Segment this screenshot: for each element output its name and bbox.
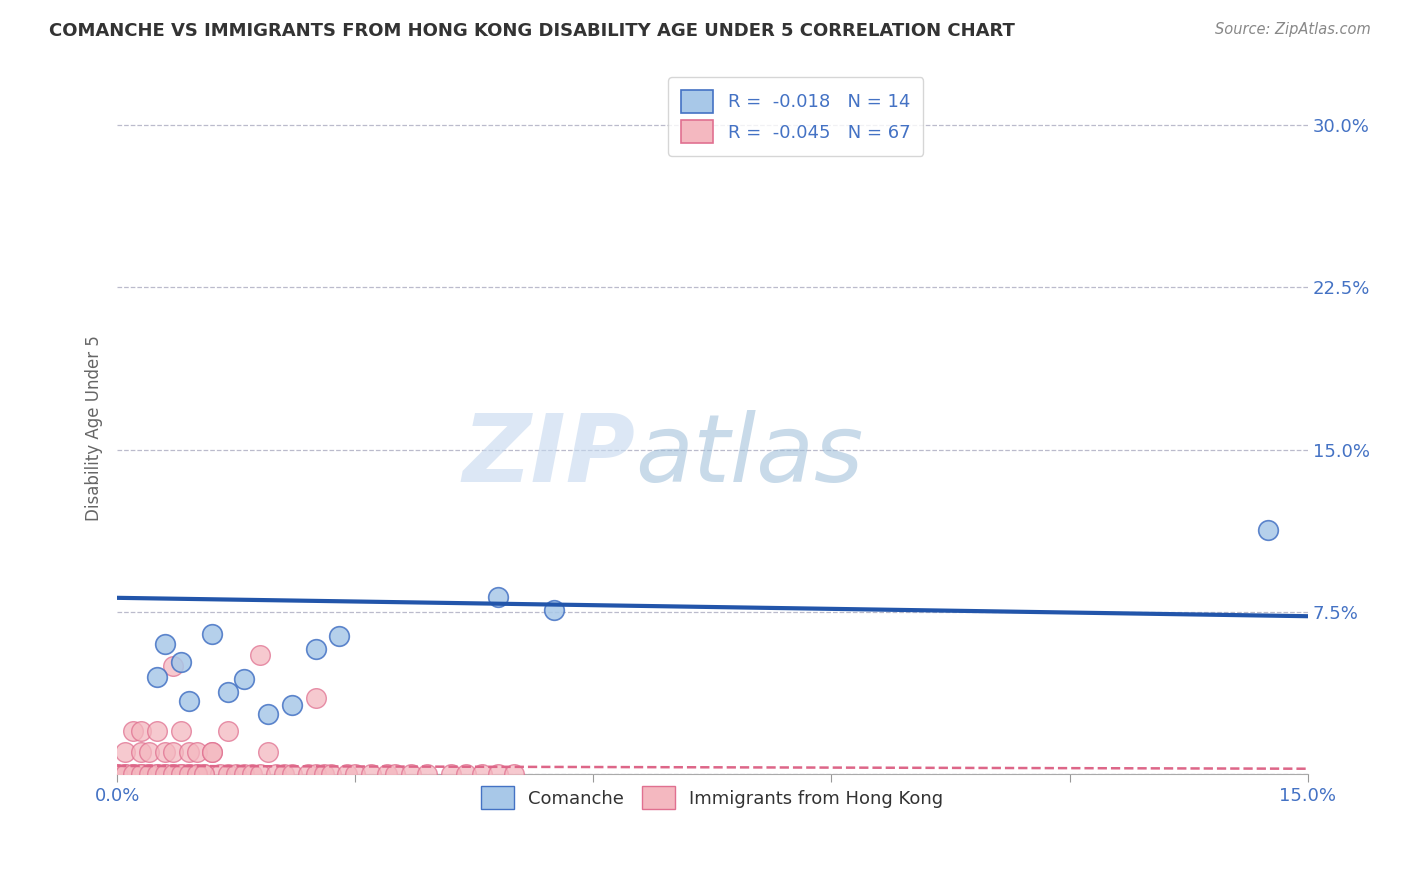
Point bbox=[138, 767, 160, 781]
Point bbox=[122, 767, 145, 781]
Point bbox=[153, 746, 176, 760]
Point bbox=[209, 767, 232, 781]
Point bbox=[170, 767, 193, 781]
Point bbox=[384, 767, 406, 781]
Point bbox=[162, 767, 184, 781]
Text: ZIP: ZIP bbox=[463, 409, 636, 501]
Point bbox=[129, 767, 152, 781]
Point bbox=[304, 691, 326, 706]
Point bbox=[217, 685, 239, 699]
Point bbox=[153, 767, 176, 781]
Point bbox=[177, 767, 200, 781]
Point bbox=[543, 603, 565, 617]
Point bbox=[162, 767, 184, 781]
Point bbox=[201, 746, 224, 760]
Point bbox=[177, 746, 200, 760]
Point bbox=[233, 672, 256, 686]
Point bbox=[162, 746, 184, 760]
Point bbox=[360, 767, 382, 781]
Text: atlas: atlas bbox=[636, 410, 863, 501]
Point bbox=[153, 767, 176, 781]
Point bbox=[170, 767, 193, 781]
Point bbox=[186, 767, 208, 781]
Point bbox=[153, 637, 176, 651]
Point bbox=[193, 767, 215, 781]
Point bbox=[186, 767, 208, 781]
Point bbox=[162, 659, 184, 673]
Point bbox=[105, 767, 128, 781]
Point bbox=[129, 767, 152, 781]
Text: Source: ZipAtlas.com: Source: ZipAtlas.com bbox=[1215, 22, 1371, 37]
Point bbox=[321, 767, 343, 781]
Point bbox=[146, 723, 169, 738]
Point bbox=[186, 746, 208, 760]
Point bbox=[146, 670, 169, 684]
Point bbox=[105, 767, 128, 781]
Point bbox=[177, 693, 200, 707]
Point bbox=[146, 767, 169, 781]
Point bbox=[122, 723, 145, 738]
Point bbox=[1257, 523, 1279, 537]
Point bbox=[217, 767, 239, 781]
Point bbox=[201, 626, 224, 640]
Point bbox=[336, 767, 359, 781]
Point bbox=[177, 767, 200, 781]
Point bbox=[264, 767, 287, 781]
Point bbox=[249, 648, 271, 662]
Point bbox=[439, 767, 461, 781]
Point bbox=[456, 767, 478, 781]
Point bbox=[225, 767, 247, 781]
Point bbox=[328, 629, 350, 643]
Point bbox=[281, 698, 304, 712]
Point bbox=[114, 767, 136, 781]
Point bbox=[257, 706, 280, 721]
Point bbox=[249, 767, 271, 781]
Point bbox=[273, 767, 295, 781]
Point bbox=[146, 767, 169, 781]
Point bbox=[503, 767, 526, 781]
Point bbox=[114, 746, 136, 760]
Point bbox=[399, 767, 422, 781]
Point bbox=[129, 746, 152, 760]
Point bbox=[486, 767, 509, 781]
Point bbox=[486, 590, 509, 604]
Point bbox=[344, 767, 367, 781]
Text: COMANCHE VS IMMIGRANTS FROM HONG KONG DISABILITY AGE UNDER 5 CORRELATION CHART: COMANCHE VS IMMIGRANTS FROM HONG KONG DI… bbox=[49, 22, 1015, 40]
Y-axis label: Disability Age Under 5: Disability Age Under 5 bbox=[86, 335, 103, 521]
Point bbox=[257, 746, 280, 760]
Point bbox=[297, 767, 319, 781]
Point bbox=[138, 767, 160, 781]
Point bbox=[122, 767, 145, 781]
Point bbox=[138, 746, 160, 760]
Point bbox=[304, 641, 326, 656]
Point bbox=[240, 767, 263, 781]
Point bbox=[233, 767, 256, 781]
Point bbox=[375, 767, 398, 781]
Point bbox=[114, 767, 136, 781]
Point bbox=[217, 723, 239, 738]
Point bbox=[170, 723, 193, 738]
Point bbox=[312, 767, 335, 781]
Point bbox=[201, 746, 224, 760]
Point bbox=[193, 767, 215, 781]
Point bbox=[170, 655, 193, 669]
Point bbox=[471, 767, 494, 781]
Point bbox=[304, 767, 326, 781]
Point bbox=[415, 767, 437, 781]
Point bbox=[129, 723, 152, 738]
Legend: Comanche, Immigrants from Hong Kong: Comanche, Immigrants from Hong Kong bbox=[467, 772, 957, 824]
Point bbox=[281, 767, 304, 781]
